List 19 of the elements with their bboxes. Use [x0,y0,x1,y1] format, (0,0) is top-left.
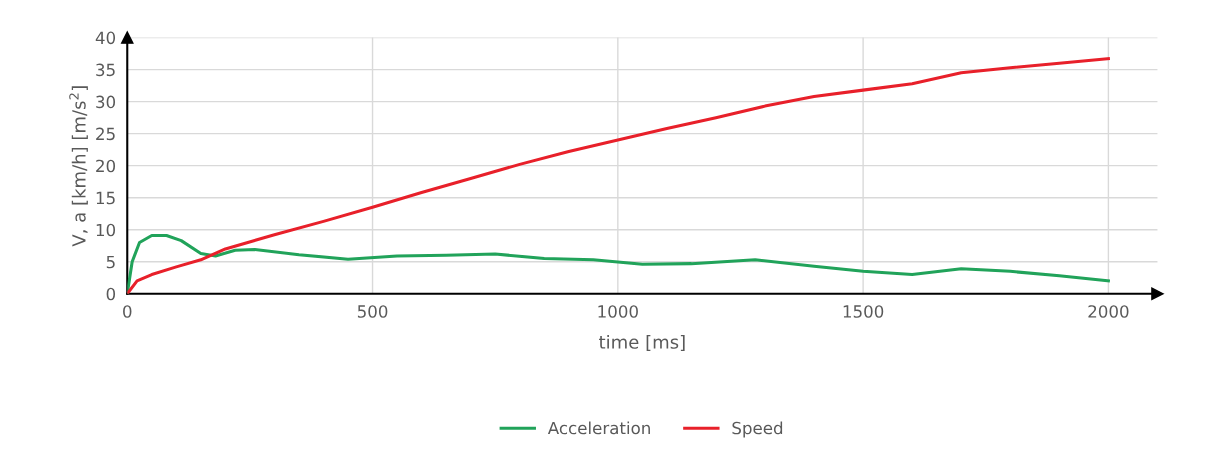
y-tick-label: 20 [96,159,116,173]
x-tick-label: 0 [123,305,132,318]
x-tick-label: 500 [357,305,388,318]
x-tick-label: 1000 [598,305,638,318]
x-tick-label: 1500 [843,305,884,318]
y-tick-label: 25 [96,127,115,141]
legend-label: Speed [732,421,783,438]
y-tick-label: 35 [96,63,115,77]
y-tick-label: 15 [96,191,115,205]
y-axis-title: V, a [km/h] [m/s$^{2}$] [69,86,88,247]
y-tick-label: 40 [95,31,116,45]
y-tick-label: 5 [106,255,115,269]
y-tick-label: 10 [96,223,116,237]
y-tick-label: 30 [96,95,116,109]
line-series [127,57,1110,294]
legend-label: Acceleration [547,421,650,435]
x-axis-title: time [ms] [599,334,685,351]
y-tick-label: 0 [106,287,116,301]
x-tick-label: 2000 [1088,305,1129,318]
